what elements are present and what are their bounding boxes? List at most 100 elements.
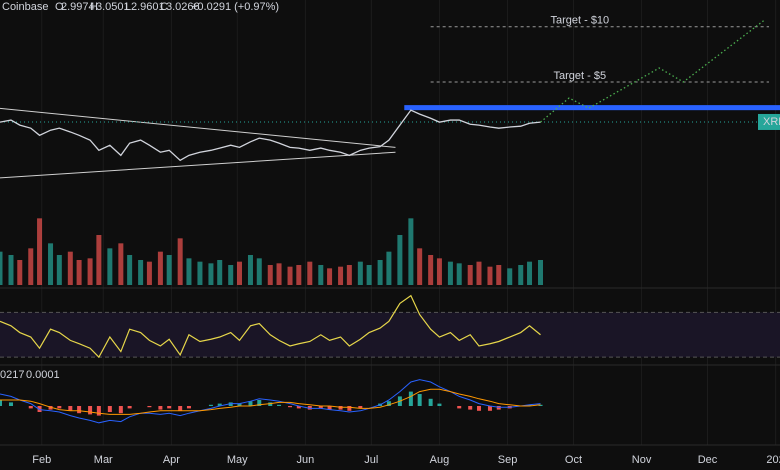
price-label-box xyxy=(758,113,780,130)
volume-bar xyxy=(496,265,502,285)
macd-hist-bar xyxy=(208,404,213,406)
ohlc-value: 3.0266 xyxy=(166,1,200,13)
volume-bar xyxy=(357,261,363,285)
volume-bar xyxy=(228,265,234,285)
x-tick-label: May xyxy=(227,454,248,466)
volume-bar xyxy=(37,218,43,285)
ohlc-key: L xyxy=(125,1,131,13)
volume-bar xyxy=(417,248,423,285)
macd-hist-bar xyxy=(318,406,323,409)
x-tick-label: Mar xyxy=(94,454,113,466)
volume-bar xyxy=(296,265,302,285)
x-tick-label: Oct xyxy=(565,454,582,466)
x-tick-label: 202 xyxy=(766,454,780,466)
macd-hist-bar xyxy=(68,406,73,411)
volume-bar xyxy=(377,260,383,285)
volume-bar xyxy=(96,235,102,285)
macd-hist-bar xyxy=(417,394,422,406)
volume-bar xyxy=(28,248,34,285)
volume-bar xyxy=(48,243,54,285)
ohlc-key: O xyxy=(55,1,64,13)
macd-hist-bar xyxy=(307,406,312,410)
x-tick-label: Aug xyxy=(430,454,450,466)
volume-bar xyxy=(67,251,73,285)
macd-hist-bar xyxy=(0,400,2,406)
macd-hist-bar xyxy=(147,406,152,408)
macd-hist-bar xyxy=(268,402,273,406)
resistance-zone xyxy=(404,105,780,111)
price-line-series xyxy=(0,109,541,162)
volume-bar xyxy=(208,263,214,285)
macd-hist-bar xyxy=(237,403,242,406)
volume-bar xyxy=(338,266,344,285)
macd-hist-bar xyxy=(8,402,13,406)
volume-bar xyxy=(397,235,403,285)
macd-hist-bar xyxy=(538,404,543,406)
macd-hist-bar xyxy=(57,406,62,409)
macd-hist-bar xyxy=(217,403,222,406)
x-tick-label: Nov xyxy=(632,454,652,466)
macd-value: 0217 xyxy=(0,369,24,381)
x-tick-label: Sep xyxy=(498,454,518,466)
volume-bar xyxy=(247,255,253,285)
volume-bar xyxy=(138,260,144,285)
volume-bar xyxy=(346,265,352,285)
volume-bar xyxy=(177,238,183,285)
ohlc-value: 2.9601 xyxy=(131,1,165,13)
macd-hist-bar xyxy=(457,406,462,409)
macd-hist-bar xyxy=(428,398,433,406)
macd-hist-bar xyxy=(88,406,93,415)
x-tick-label: Dec xyxy=(698,454,718,466)
x-tick-label: Jun xyxy=(297,454,315,466)
macd-value: 0.0001 xyxy=(26,369,60,381)
change-value: +0.0291 (+0.97%) xyxy=(191,1,279,13)
ohlc-key: H xyxy=(90,1,98,13)
macd-hist-bar xyxy=(476,406,481,411)
volume-bar xyxy=(538,260,544,285)
volume-bar xyxy=(56,255,62,285)
macd-hist-bar xyxy=(468,406,473,410)
macd-hist-bar xyxy=(496,406,501,410)
volume-bar xyxy=(0,251,3,285)
volume-bar xyxy=(428,255,434,285)
volume-bar xyxy=(146,261,152,285)
macd-hist-bar xyxy=(277,404,282,406)
ohlc-value: 2.9974 xyxy=(61,1,95,13)
x-tick-label: Apr xyxy=(163,454,180,466)
volume-bar xyxy=(456,263,462,285)
volume-bar xyxy=(408,218,414,285)
macd-hist-bar xyxy=(347,406,352,411)
volume-bar xyxy=(107,248,113,285)
macd-hist-bar xyxy=(96,406,101,416)
macd-hist-bar xyxy=(107,406,112,412)
volume-bar xyxy=(366,265,372,285)
macd-hist-bar xyxy=(296,406,301,409)
volume-bar xyxy=(467,265,473,285)
macd-hist-bar xyxy=(386,401,391,406)
rsi-line xyxy=(0,294,541,359)
volume-bar xyxy=(318,265,324,285)
volume-bar xyxy=(87,258,93,285)
x-tick-label: Feb xyxy=(32,454,51,466)
volume-bar xyxy=(287,266,293,285)
volume-bar xyxy=(76,260,82,285)
volume-bar xyxy=(256,258,262,285)
trendline xyxy=(0,151,396,179)
projection-line xyxy=(540,19,766,123)
volume-bar xyxy=(386,251,392,285)
volume-bar xyxy=(476,261,482,285)
macd-hist-bar xyxy=(77,406,82,414)
volume-bar xyxy=(507,268,513,285)
macd-hist-bar xyxy=(28,406,33,409)
signal-line xyxy=(0,388,541,415)
macd-hist-bar xyxy=(288,406,293,408)
macd-hist-bar xyxy=(487,406,492,411)
volume-bar xyxy=(17,260,23,285)
ohlc-key: C xyxy=(160,1,168,13)
volume-bar xyxy=(327,268,333,285)
macd-hist-bar xyxy=(327,406,332,410)
volume-bar xyxy=(487,266,493,285)
